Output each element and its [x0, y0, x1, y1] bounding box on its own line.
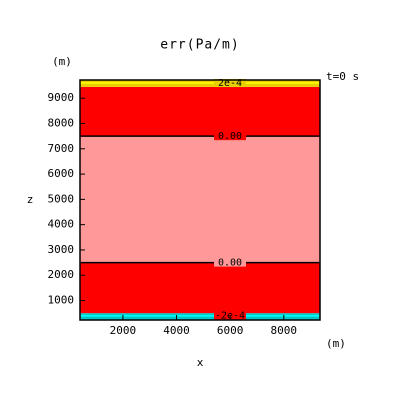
y-tick-label: 2000 [48, 268, 75, 281]
x-tick-label: 8000 [271, 324, 298, 337]
plot-frame [79, 79, 321, 321]
x-tick-label: 6000 [217, 324, 244, 337]
y-tick-label: 4000 [48, 218, 75, 231]
x-axis-label: x [197, 356, 204, 369]
y-tick-label: 9000 [48, 91, 75, 104]
chart-title: err(Pa/m) [160, 38, 239, 53]
contour-band [80, 262, 320, 314]
contour-label: 0.00 [218, 258, 242, 269]
contour-label: 0.00 [218, 131, 242, 142]
y-tick-label: 1000 [48, 294, 75, 307]
y-tick-label: 6000 [48, 167, 75, 180]
contour-label-bg [214, 132, 246, 141]
x-tick-label: 2000 [110, 324, 137, 337]
contour-band [80, 313, 320, 320]
time-label: t=0 s [326, 70, 359, 83]
y-tick-label: 7000 [48, 142, 75, 155]
x-unit: (m) [326, 337, 346, 350]
contour-label-bg [214, 258, 246, 267]
contour-band [80, 136, 320, 263]
contour-label-bg [214, 79, 246, 88]
contour-band [80, 86, 320, 137]
y-unit: (m) [52, 55, 72, 68]
y-tick-label: 5000 [48, 192, 75, 205]
contour-label: 2e-4 [218, 78, 242, 89]
y-tick-label: 8000 [48, 116, 75, 129]
x-tick-label: 4000 [163, 324, 190, 337]
y-axis-label: z [27, 193, 34, 206]
y-tick-label: 3000 [48, 243, 75, 256]
